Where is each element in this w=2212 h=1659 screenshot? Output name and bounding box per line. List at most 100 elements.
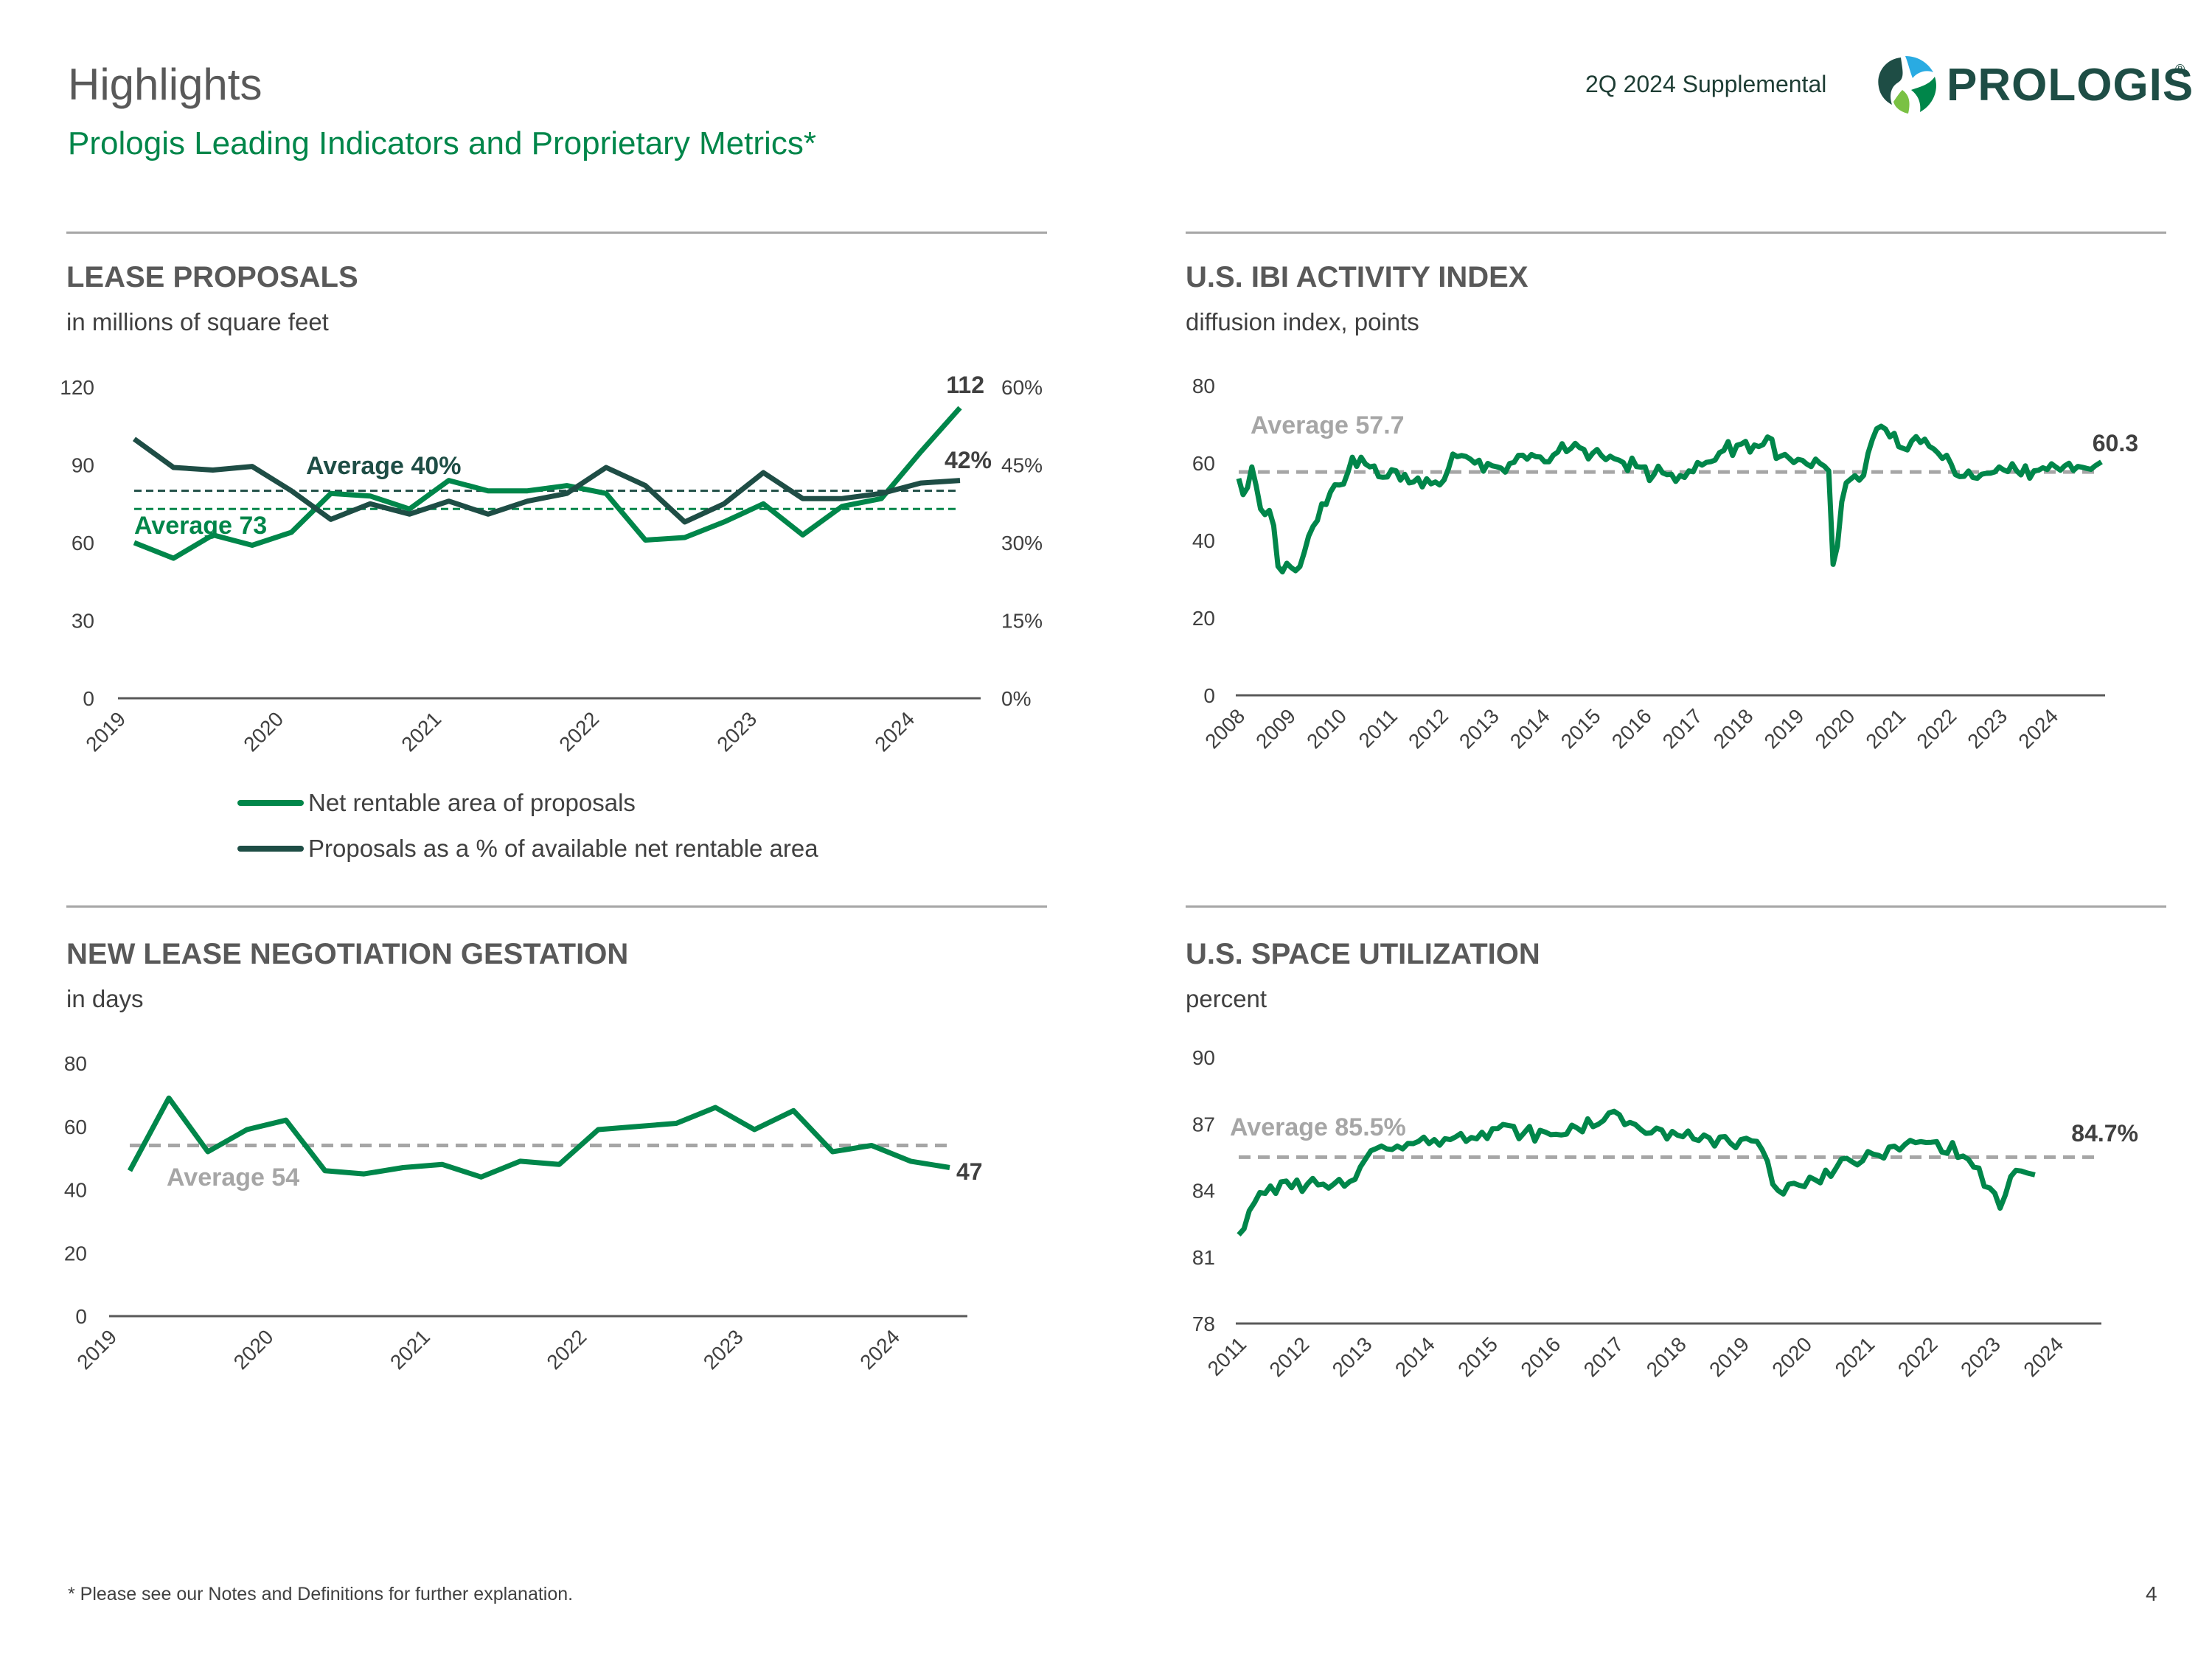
util-y-tick-label: 90 (1192, 1046, 1215, 1069)
lease-y2-tick-label: 30% (1001, 532, 1043, 554)
ibi-y-tick-label: 0 (1203, 684, 1215, 707)
ibi-average-label: Average 57.7 (1251, 411, 1405, 439)
ibi-series-line (1236, 423, 2103, 575)
supplemental-label: 2Q 2024 Supplemental (1585, 71, 1827, 97)
lease-end-value-pct: 42% (945, 447, 992, 473)
globe-segment-blue (1905, 56, 1933, 78)
util-x-tick-label: 2020 (1767, 1332, 1816, 1381)
lease-y-tick-label: 90 (72, 454, 94, 477)
legend-label-net-area: Net rentable area of proposals (308, 789, 636, 816)
legend-item-pct-available: Proposals as a % of available net rentab… (237, 835, 818, 863)
util-x-tick-label: 2014 (1391, 1332, 1439, 1381)
legend-item-net-area: Net rentable area of proposals (237, 789, 636, 817)
lease-y-tick-label: 120 (60, 376, 94, 399)
util-x-tick-label: 2017 (1579, 1332, 1628, 1381)
ibi-x-tick-label: 2012 (1404, 704, 1453, 753)
gestation-title: NEW LEASE NEGOTIATION GESTATION (66, 938, 629, 970)
ibi-y-tick-label: 20 (1192, 607, 1215, 630)
utilization-subtitle: percent (1186, 985, 1267, 1012)
lease-y2-tick-label: 0% (1001, 687, 1031, 710)
util-y-tick-label: 81 (1192, 1246, 1215, 1269)
logo-bold-text: PRO (1947, 60, 2048, 111)
util-x-tick-label: 2015 (1453, 1332, 1502, 1381)
gestation-x-tick-label: 2022 (542, 1325, 591, 1374)
ibi-x-tick-label: 2015 (1557, 704, 1605, 753)
util-x-tick-label: 2021 (1831, 1332, 1879, 1381)
gestation-x-tick-label: 2023 (699, 1325, 748, 1374)
ibi-y-tick-label: 40 (1192, 529, 1215, 552)
gestation-x-tick-label: 2020 (229, 1325, 278, 1374)
ibi-x-tick-label: 2010 (1302, 704, 1351, 753)
ibi-x-tick-label: 2018 (1709, 704, 1758, 753)
globe-segment-green (1911, 77, 1936, 112)
util-x-tick-label: 2016 (1516, 1332, 1565, 1381)
ibi-y-tick-label: 60 (1192, 452, 1215, 475)
prologis-globe-icon (1878, 56, 1936, 114)
ibi-subtitle: diffusion index, points (1186, 308, 1419, 335)
ibi-x-tick-label: 2009 (1251, 704, 1300, 753)
page-number: 4 (2146, 1582, 2157, 1605)
lease-y2-tick-label: 60% (1001, 376, 1043, 399)
utilization-title: U.S. SPACE UTILIZATION (1186, 938, 1540, 970)
util-end-value: 84.7% (2071, 1120, 2138, 1147)
lease-average-area-label: Average 73 (134, 512, 267, 540)
globe-segment-lime (1893, 90, 1910, 114)
gestation-y-tick-label: 20 (64, 1242, 87, 1265)
gestation-average-label: Average 54 (167, 1164, 299, 1192)
lease-x-tick-label: 2019 (81, 707, 130, 756)
ibi-x-tick-label: 2024 (2014, 704, 2062, 753)
ibi-x-tick-label: 2019 (1760, 704, 1809, 753)
util-y-tick-label: 87 (1192, 1113, 1215, 1135)
ibi-x-tick-label: 2023 (1963, 704, 2011, 753)
lease-proposals-subtitle: in millions of square feet (66, 308, 329, 335)
logo-registered-mark: ® (2175, 62, 2185, 77)
util-series-line (1237, 1108, 2036, 1237)
ibi-title: U.S. IBI ACTIVITY INDEX (1186, 261, 1528, 293)
ibi-x-tick-label: 2011 (1354, 704, 1402, 752)
divider-bottom-left (66, 905, 1047, 908)
lease-x-tick-label: 2024 (870, 707, 919, 756)
util-x-tick-label: 2011 (1203, 1332, 1251, 1380)
divider-bottom-right (1186, 905, 2166, 908)
gestation-x-tick-label: 2019 (72, 1325, 121, 1374)
lease-y-tick-label: 0 (83, 687, 94, 710)
ibi-y-tick-label: 80 (1192, 375, 1215, 397)
lease-y2-tick-label: 15% (1001, 610, 1043, 633)
lease-x-tick-label: 2022 (554, 707, 603, 756)
gestation-y-tick-label: 0 (75, 1305, 87, 1328)
divider-top-left (66, 232, 1047, 234)
lease-x-tick-label: 2021 (397, 707, 445, 756)
util-y-tick-label: 84 (1192, 1180, 1215, 1203)
lease-y-tick-label: 60 (72, 532, 94, 554)
ibi-x-tick-label: 2008 (1200, 704, 1249, 753)
util-y-tick-label: 78 (1192, 1312, 1215, 1335)
util-average-label: Average 85.5% (1230, 1113, 1406, 1141)
ibi-x-tick-label: 2020 (1811, 704, 1860, 753)
ibi-x-tick-label: 2017 (1658, 704, 1707, 753)
util-x-tick-label: 2019 (1705, 1332, 1753, 1381)
page-title: Highlights (68, 60, 262, 109)
lease-proposals-title: LEASE PROPOSALS (66, 261, 358, 293)
util-x-tick-label: 2023 (1956, 1332, 2005, 1381)
util-x-tick-label: 2022 (1893, 1332, 1942, 1381)
lease-end-value-area: 112 (946, 372, 984, 398)
lease-x-tick-label: 2020 (239, 707, 288, 756)
gestation-subtitle: in days (66, 985, 144, 1012)
logo-light-text: LOGIS (2048, 60, 2194, 111)
lease-average-pct-label: Average 40% (306, 452, 461, 480)
gestation-y-tick-label: 60 (64, 1116, 87, 1138)
util-x-tick-label: 2018 (1642, 1332, 1691, 1381)
footnote: * Please see our Notes and Definitions f… (68, 1584, 574, 1604)
util-x-tick-label: 2013 (1328, 1332, 1377, 1381)
lease-x-tick-label: 2023 (712, 707, 761, 756)
ibi-end-value: 60.3 (2093, 430, 2138, 456)
gestation-x-tick-label: 2021 (386, 1325, 434, 1374)
ibi-x-tick-label: 2021 (1861, 704, 1910, 753)
legend-label-pct-available: Proposals as a % of available net rentab… (308, 835, 818, 862)
globe-segment-dark (1878, 58, 1903, 105)
ibi-x-tick-label: 2014 (1506, 704, 1554, 753)
util-x-tick-label: 2024 (2019, 1332, 2067, 1381)
lease-y-tick-label: 30 (72, 610, 94, 633)
gestation-y-tick-label: 80 (64, 1052, 87, 1075)
